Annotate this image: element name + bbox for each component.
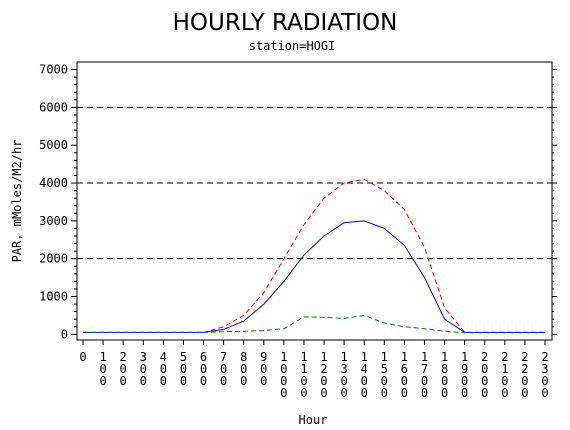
y-tick-label: 4000 <box>39 176 68 190</box>
plot-frame <box>76 61 553 341</box>
grid-lines <box>77 106 552 260</box>
y-tick-label: 3000 <box>39 214 68 228</box>
chart-subtitle: station=HOGI <box>249 39 336 53</box>
y-tick-label: 0 <box>61 327 68 341</box>
y-tick-label: 5000 <box>39 138 68 152</box>
series-line-2 <box>83 220 545 333</box>
y-axis: 0 1000 2000 3000 4000 5000 6000 7000 <box>39 63 557 341</box>
x-axis: 0 1 0 0 2 0 0 3 0 0 4 0 0 5 0 0 6 0 0 7 0 0 8 0 0 9 0 0 1 0 0 0 1 1 0 0 1 2 0 0… <box>79 340 549 400</box>
y-axis-label: PAR, mMoles/M2/hr <box>10 140 24 263</box>
y-tick-label: 1000 <box>39 290 68 304</box>
y-tick-label: 6000 <box>39 100 68 114</box>
y-tick-label: 7000 <box>39 63 68 77</box>
series-line-1 <box>83 178 545 333</box>
chart-title: HOURLY RADIATION <box>173 10 398 36</box>
y-tick-label: 2000 <box>39 252 68 266</box>
x-axis-label: Hour <box>299 413 328 427</box>
x-tick-label: 0 <box>79 350 86 364</box>
series-layer <box>83 178 545 334</box>
series-line-3 <box>83 314 545 334</box>
